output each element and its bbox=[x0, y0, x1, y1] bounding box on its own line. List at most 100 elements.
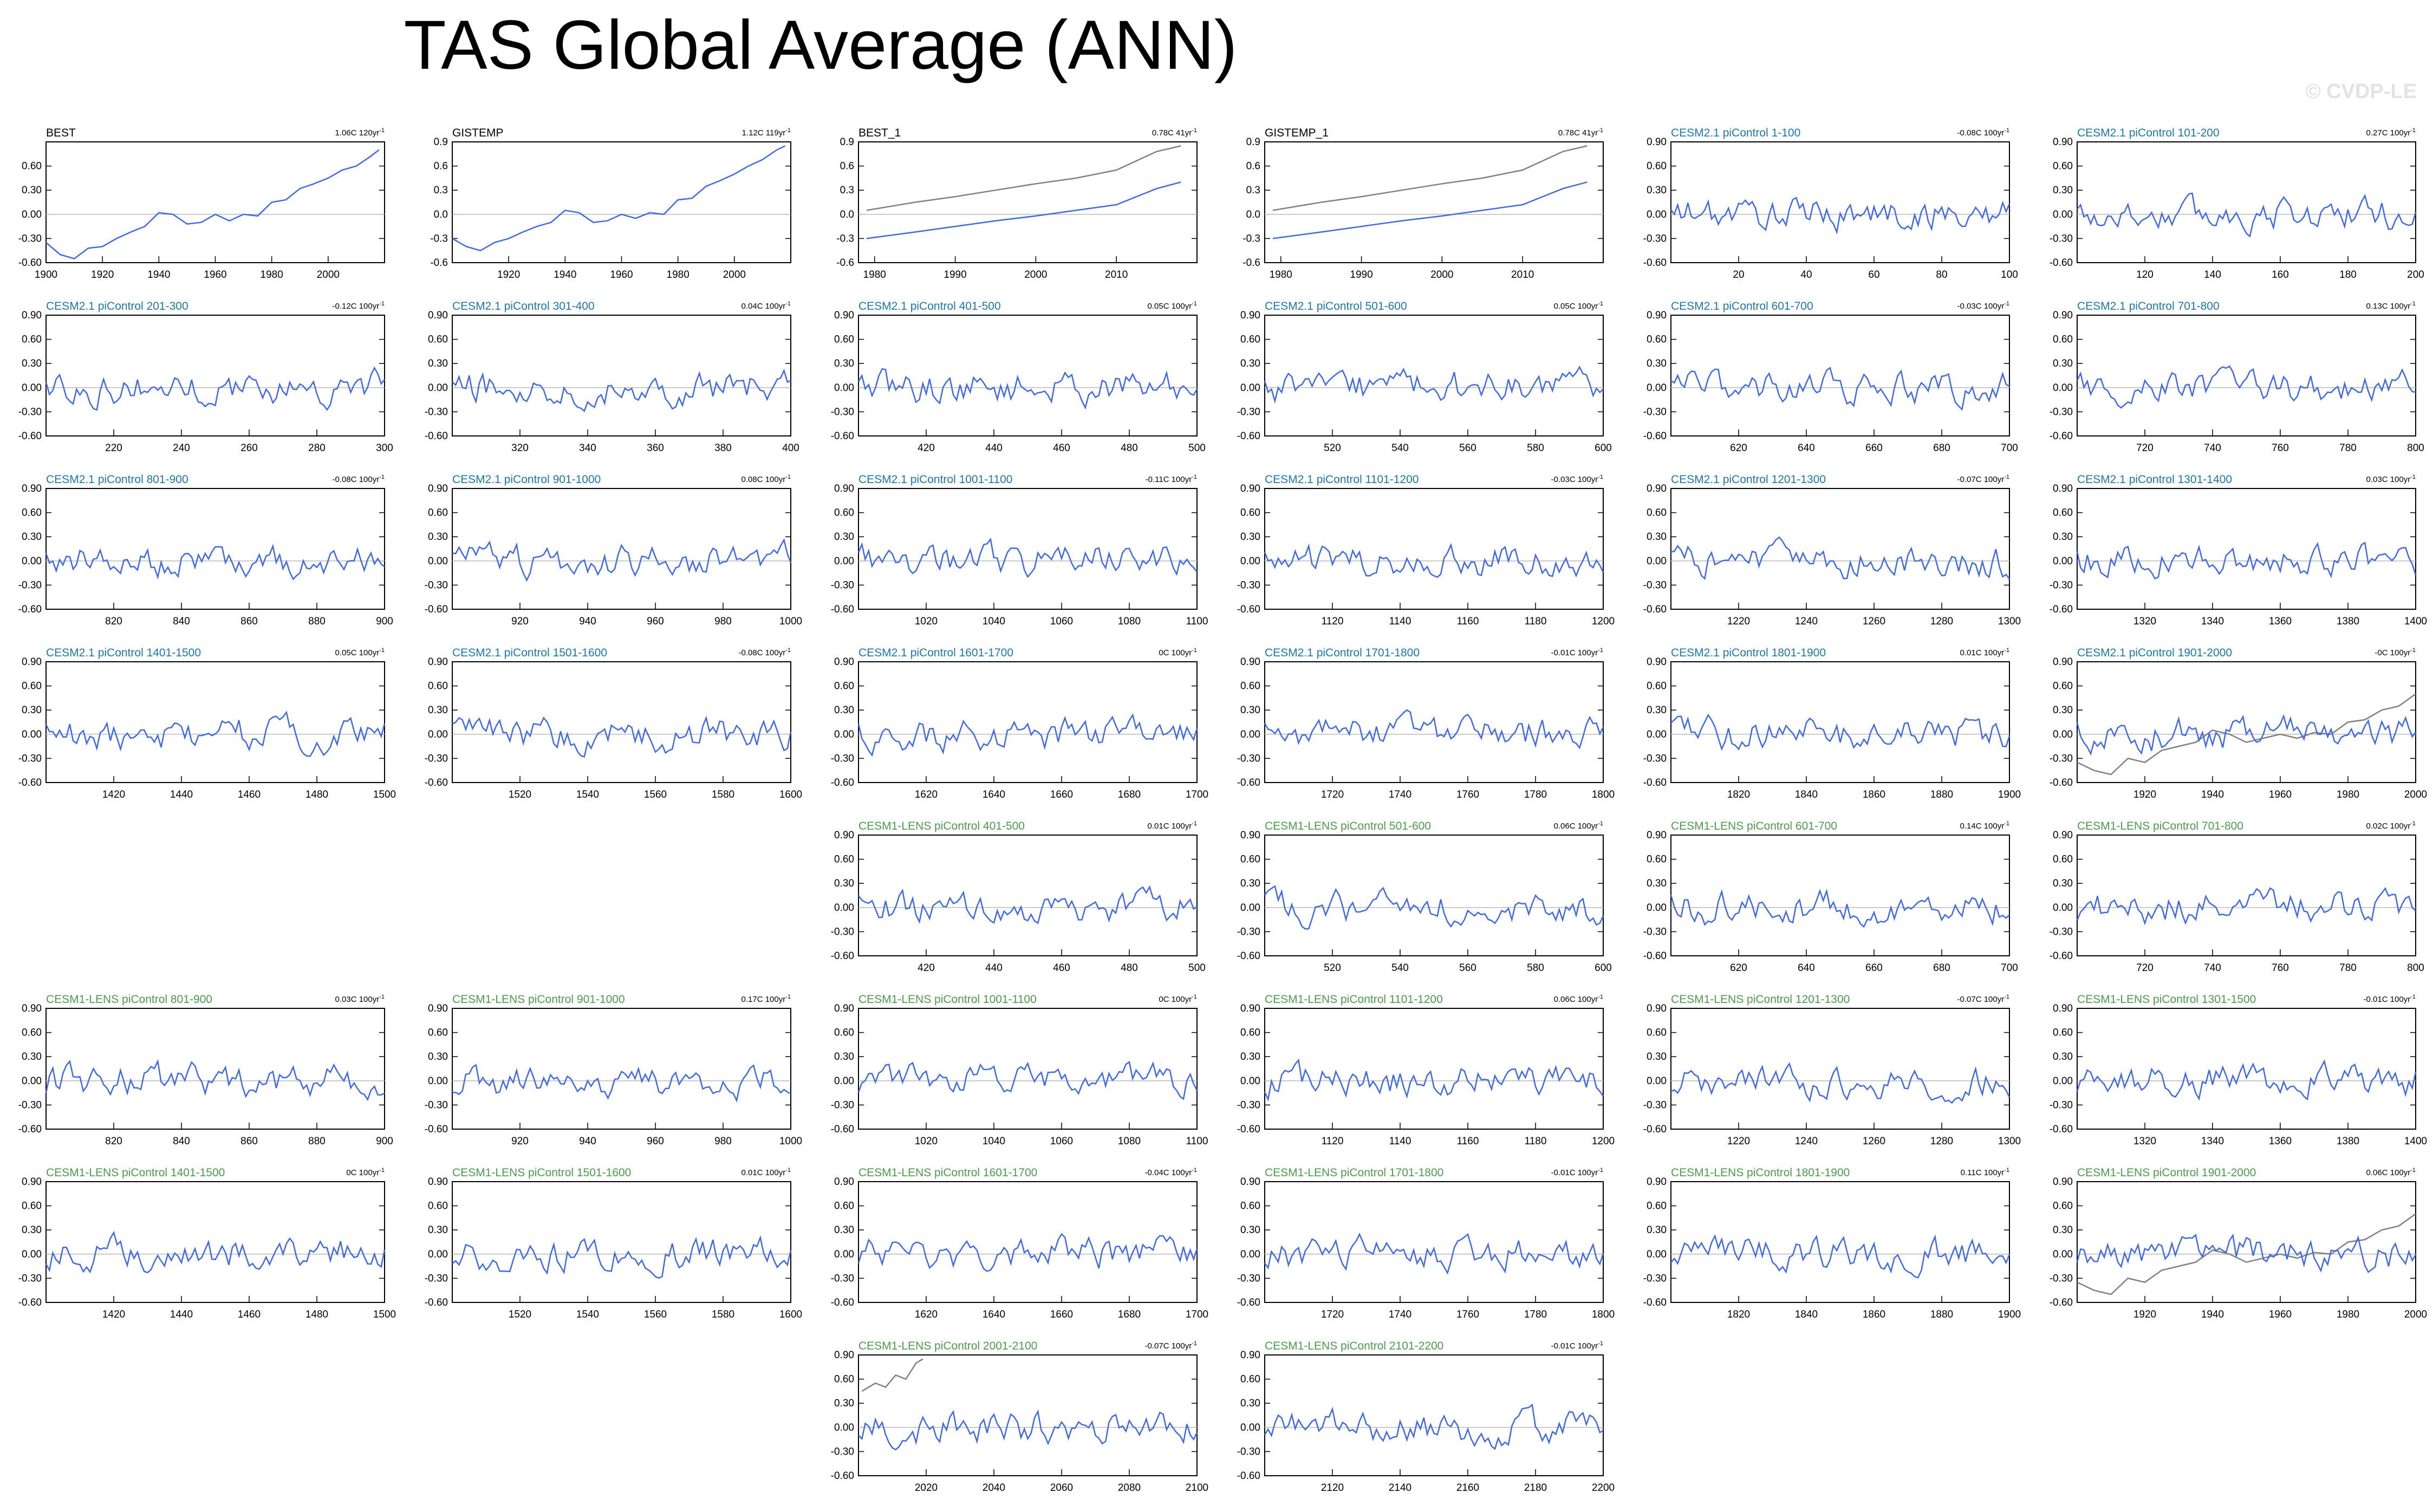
y-tick-label: 0.9 bbox=[1246, 136, 1260, 148]
x-tick-label: 1980 bbox=[2337, 1309, 2359, 1320]
y-tick-label: -0.60 bbox=[1237, 1124, 1260, 1135]
y-tick-label: -0.30 bbox=[18, 406, 42, 418]
y-tick-label: 0.60 bbox=[834, 507, 854, 519]
x-tick-label: 1540 bbox=[576, 1309, 599, 1320]
y-tick-label: 0.00 bbox=[428, 729, 448, 740]
y-tick-label: 0.60 bbox=[834, 1027, 854, 1039]
y-tick-label: 0.00 bbox=[834, 1422, 854, 1433]
chart-panel: BEST 1.06C 120yr-1 -0.60 -0.30 0.00 0.30 0.60 1… bbox=[18, 127, 385, 281]
x-tick-label: 860 bbox=[240, 616, 258, 627]
y-tick-label: -0.30 bbox=[831, 1446, 854, 1457]
y-tick-label: 0.90 bbox=[2053, 1003, 2073, 1014]
trend-exponent: -1 bbox=[2004, 647, 2009, 654]
x-tick-label: 1020 bbox=[915, 616, 938, 627]
plot-frame bbox=[2077, 661, 2416, 783]
panel-title: CESM1-LENS piControl 1101-1200 bbox=[1265, 993, 1443, 1006]
y-tick-label: -0.30 bbox=[831, 406, 854, 418]
x-tick-label: 400 bbox=[782, 442, 799, 454]
x-tick-label: 1980 bbox=[863, 269, 886, 281]
panel-title: CESM2.1 piControl 601-700 bbox=[1671, 300, 1813, 312]
x-tick-label: 1000 bbox=[779, 1136, 802, 1147]
y-tick-label: 0.6 bbox=[840, 161, 854, 172]
y-tick-label: -0.60 bbox=[2050, 431, 2073, 442]
chart-panel: CESM2.1 piControl 1301-1400 0.03C 100yr-1… bbox=[2050, 473, 2427, 627]
x-tick-label: 1800 bbox=[1592, 1309, 1615, 1320]
x-tick-label: 1200 bbox=[1592, 1136, 1615, 1147]
x-tick-label: 1760 bbox=[1456, 1309, 1479, 1320]
plot-frame bbox=[2077, 1181, 2416, 1303]
y-tick-label: 0.60 bbox=[22, 161, 42, 172]
x-tick-label: 560 bbox=[1459, 962, 1476, 974]
x-tick-label: 2080 bbox=[1118, 1482, 1141, 1494]
y-tick-label: 0.30 bbox=[834, 358, 854, 369]
y-tick-label: 0.90 bbox=[1647, 136, 1667, 148]
y-tick-label: -0.60 bbox=[18, 1297, 42, 1308]
x-tick-label: 1780 bbox=[1524, 789, 1547, 800]
x-tick-label: 1960 bbox=[204, 269, 226, 281]
series-line bbox=[45, 1059, 385, 1102]
chart-panel: CESM2.1 piControl 1401-1500 0.05C 100yr-1… bbox=[18, 647, 396, 800]
x-tick-label: 380 bbox=[714, 442, 732, 454]
trend-exponent: -1 bbox=[2004, 474, 2009, 480]
x-tick-label: 1860 bbox=[1863, 1309, 1885, 1320]
trend-exponent: -1 bbox=[785, 1167, 791, 1174]
x-tick-label: 980 bbox=[714, 1136, 732, 1147]
panel-title: CESM2.1 piControl 1701-1800 bbox=[1265, 647, 1420, 659]
panel-title: CESM2.1 piControl 1901-2000 bbox=[2077, 647, 2232, 659]
x-tick-label: 1340 bbox=[2201, 616, 2224, 627]
y-tick-label: 0.90 bbox=[428, 656, 448, 668]
y-tick-label: -0.30 bbox=[831, 1273, 854, 1284]
trend-label: 0.27C 100yr-1 bbox=[2366, 127, 2416, 138]
x-tick-label: 540 bbox=[1391, 442, 1409, 454]
x-tick-label: 640 bbox=[1798, 442, 1815, 454]
x-tick-label: 1990 bbox=[944, 269, 966, 281]
y-tick-label: 0.60 bbox=[1240, 1201, 1260, 1212]
y-tick-label: 0.00 bbox=[834, 729, 854, 740]
x-tick-label: 1760 bbox=[1456, 789, 1479, 800]
chart-panel: CESM2.1 piControl 1-100 -0.08C 100yr-1 -0.… bbox=[1643, 127, 2018, 281]
y-tick-label: 0.00 bbox=[1647, 209, 1667, 220]
x-tick-label: 20 bbox=[1733, 269, 1744, 281]
y-tick-label: -0.60 bbox=[831, 777, 854, 788]
x-tick-label: 1940 bbox=[554, 269, 576, 281]
x-tick-label: 600 bbox=[1595, 442, 1612, 454]
x-tick-label: 1180 bbox=[1525, 1136, 1547, 1147]
trend-exponent: -1 bbox=[785, 647, 791, 654]
chart-panel: CESM1-LENS piControl 2001-2100 -0.07C 100… bbox=[831, 1340, 1208, 1494]
plot-frame bbox=[858, 315, 1198, 436]
plot-frame bbox=[1264, 661, 1604, 783]
x-tick-label: 1260 bbox=[1863, 616, 1885, 627]
y-tick-label: -0.60 bbox=[831, 1297, 854, 1308]
y-tick-label: 0.90 bbox=[1240, 1176, 1260, 1188]
trend-label: 0C 100yr-1 bbox=[1159, 647, 1197, 657]
y-tick-label: 0.9 bbox=[840, 136, 854, 148]
x-tick-label: 1060 bbox=[1050, 616, 1073, 627]
series-line bbox=[1670, 888, 2010, 928]
panel-title: CESM1-LENS piControl 1001-1100 bbox=[858, 993, 1037, 1006]
x-tick-label: 760 bbox=[2272, 962, 2289, 974]
trend-label: -0.07C 100yr-1 bbox=[1957, 474, 2010, 484]
y-tick-label: -0.30 bbox=[831, 926, 854, 937]
x-tick-label: 2140 bbox=[1389, 1482, 1411, 1494]
y-tick-label: 0.00 bbox=[834, 1249, 854, 1260]
y-tick-label: 0.00 bbox=[2053, 729, 2073, 740]
plot-frame bbox=[1264, 835, 1604, 956]
trend-label: -0.08C 100yr-1 bbox=[1957, 127, 2010, 138]
x-tick-label: 1200 bbox=[1592, 616, 1615, 627]
y-tick-label: -0.3 bbox=[430, 233, 448, 244]
trend-label: 0.05C 100yr-1 bbox=[1554, 301, 1604, 311]
y-tick-label: 0.60 bbox=[1647, 1201, 1667, 1212]
y-tick-label: -0.60 bbox=[18, 257, 42, 269]
y-tick-label: 0.90 bbox=[22, 483, 42, 494]
y-tick-label: 0.90 bbox=[428, 1003, 448, 1014]
y-tick-label: -0.60 bbox=[1237, 950, 1260, 962]
trend-exponent: -1 bbox=[2004, 994, 2009, 1000]
y-tick-label: 0.00 bbox=[1647, 382, 1667, 394]
series-line bbox=[2077, 192, 2417, 238]
y-tick-label: 0.0 bbox=[840, 209, 854, 220]
y-tick-label: 0.30 bbox=[2053, 878, 2073, 889]
y-tick-label: -0.60 bbox=[1643, 257, 1667, 269]
series-line bbox=[1670, 536, 2011, 580]
chart-panel: CESM2.1 piControl 1701-1800 -0.01C 100yr-… bbox=[1237, 647, 1615, 800]
y-tick-label: 0.30 bbox=[1240, 1398, 1260, 1409]
